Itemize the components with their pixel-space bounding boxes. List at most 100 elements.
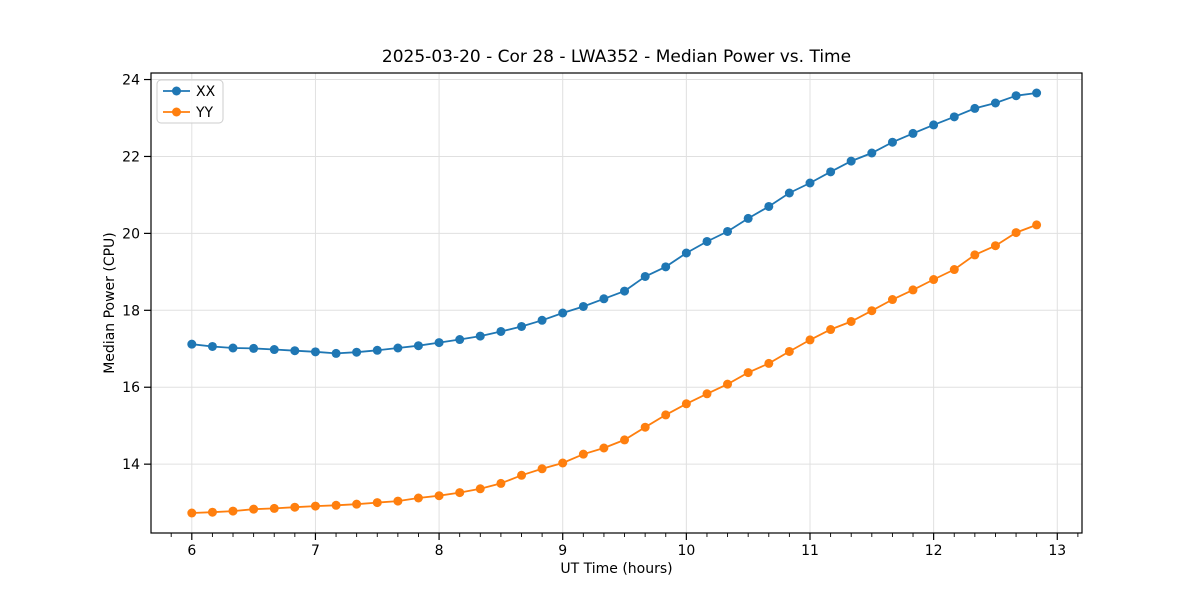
data-point-yy [805, 335, 815, 345]
data-point-yy [784, 346, 794, 356]
data-point-yy [413, 493, 423, 503]
data-point-xx [455, 335, 465, 345]
data-point-yy [826, 325, 836, 335]
data-point-xx [1011, 91, 1021, 101]
data-point-xx [393, 343, 403, 353]
data-point-xx [517, 321, 527, 331]
data-point-yy [310, 501, 320, 511]
data-point-yy [187, 508, 197, 518]
x-tick-label: 9 [558, 543, 567, 559]
legend-item-yy: YY [163, 105, 214, 121]
x-tick-label: 7 [311, 543, 320, 559]
data-point-yy [1032, 220, 1042, 230]
data-point-yy [434, 491, 444, 501]
data-point-xx [207, 341, 217, 351]
data-point-yy [269, 503, 279, 513]
data-point-xx [269, 345, 279, 355]
data-point-yy [620, 435, 630, 445]
legend-marker-icon [172, 107, 181, 117]
data-point-yy [290, 502, 300, 512]
data-point-xx [228, 343, 238, 353]
data-point-yy [537, 464, 547, 474]
data-point-xx [846, 156, 856, 166]
data-point-yy [661, 410, 671, 420]
data-point-xx [908, 128, 918, 138]
data-point-xx [990, 98, 1000, 108]
data-point-yy [599, 443, 609, 453]
data-point-yy [949, 265, 959, 275]
data-point-yy [207, 507, 217, 517]
data-point-yy [517, 470, 527, 480]
data-point-yy [970, 250, 980, 260]
y-tick-label: 16 [122, 380, 140, 396]
data-point-yy [558, 458, 568, 468]
x-axis-label: UT Time (hours) [560, 561, 673, 577]
data-point-xx [723, 226, 733, 236]
data-point-xx [640, 271, 650, 281]
data-point-yy [352, 499, 362, 509]
x-tick-label: 12 [925, 543, 943, 559]
data-point-xx [702, 236, 712, 246]
data-point-yy [228, 506, 238, 516]
data-point-yy [331, 500, 341, 510]
x-tick-label: 8 [435, 543, 444, 559]
data-point-yy [249, 504, 259, 514]
data-point-yy [640, 422, 650, 432]
legend-marker-icon [172, 86, 181, 96]
data-point-yy [578, 449, 588, 459]
legend-label: XX [196, 84, 216, 100]
data-point-xx [331, 348, 341, 358]
plot-border [150, 72, 1083, 534]
data-point-yy [846, 316, 856, 326]
data-point-xx [661, 262, 671, 272]
data-point-xx [887, 137, 897, 147]
data-point-yy [702, 389, 712, 399]
data-point-xx [372, 345, 382, 355]
data-point-yy [372, 498, 382, 508]
data-point-yy [723, 379, 733, 389]
y-tick-label: 18 [122, 303, 140, 319]
data-point-yy [887, 295, 897, 305]
data-point-yy [681, 399, 691, 409]
y-tick-label: 14 [122, 457, 140, 473]
data-point-xx [187, 339, 197, 349]
data-point-xx [929, 120, 939, 130]
data-point-xx [1032, 88, 1042, 98]
y-tick-label: 20 [122, 226, 140, 242]
data-point-xx [743, 213, 753, 223]
data-point-xx [867, 148, 877, 158]
data-point-xx [249, 343, 259, 353]
y-tick-label: 24 [122, 73, 140, 89]
y-tick-label: 22 [122, 149, 140, 165]
data-point-yy [908, 285, 918, 295]
legend-item-xx: XX [163, 84, 216, 100]
data-point-xx [413, 341, 423, 351]
data-point-yy [496, 478, 506, 488]
legend: XX YY [156, 79, 224, 124]
data-point-yy [455, 488, 465, 498]
legend-label: YY [195, 105, 214, 121]
data-point-yy [764, 358, 774, 368]
data-point-xx [352, 347, 362, 357]
y-axis-label: Median Power (CPU) [102, 232, 118, 374]
data-point-yy [743, 368, 753, 378]
data-point-yy [929, 275, 939, 285]
data-point-xx [599, 294, 609, 304]
data-point-xx [558, 308, 568, 318]
data-point-xx [537, 315, 547, 325]
data-point-xx [310, 347, 320, 357]
data-point-xx [826, 167, 836, 177]
data-point-xx [805, 178, 815, 188]
data-point-xx [578, 301, 588, 311]
data-point-xx [475, 331, 485, 341]
data-point-xx [620, 286, 630, 296]
data-point-yy [1011, 228, 1021, 238]
data-point-xx [681, 248, 691, 258]
x-tick-label: 6 [187, 543, 196, 559]
series-line-yy [191, 224, 1037, 514]
data-point-xx [970, 103, 980, 113]
data-point-xx [949, 112, 959, 122]
data-point-xx [764, 201, 774, 211]
x-tick-label: 10 [677, 543, 695, 559]
